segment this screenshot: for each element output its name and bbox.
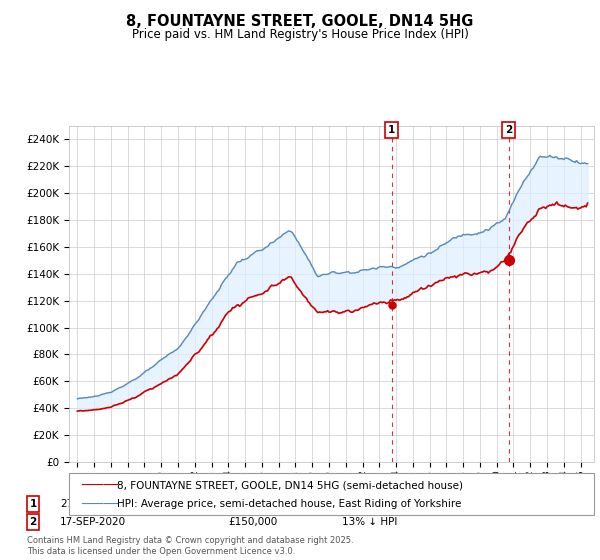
Text: ─────: ─────	[81, 497, 119, 511]
Text: 8, FOUNTAYNE STREET, GOOLE, DN14 5HG (semi-detached house): 8, FOUNTAYNE STREET, GOOLE, DN14 5HG (se…	[117, 480, 463, 491]
Text: ─────: ─────	[81, 479, 119, 492]
Text: 1: 1	[29, 499, 37, 509]
Text: 2: 2	[505, 125, 512, 135]
Text: 27-SEP-2013: 27-SEP-2013	[60, 499, 126, 509]
Text: Contains HM Land Registry data © Crown copyright and database right 2025.
This d: Contains HM Land Registry data © Crown c…	[27, 536, 353, 556]
Text: £117,000: £117,000	[228, 499, 277, 509]
Text: £150,000: £150,000	[228, 517, 277, 527]
Text: 14% ↓ HPI: 14% ↓ HPI	[342, 499, 397, 509]
Text: HPI: Average price, semi-detached house, East Riding of Yorkshire: HPI: Average price, semi-detached house,…	[117, 499, 461, 509]
Text: 8, FOUNTAYNE STREET, GOOLE, DN14 5HG: 8, FOUNTAYNE STREET, GOOLE, DN14 5HG	[127, 14, 473, 29]
Text: 1: 1	[388, 125, 395, 135]
Text: 13% ↓ HPI: 13% ↓ HPI	[342, 517, 397, 527]
Text: 17-SEP-2020: 17-SEP-2020	[60, 517, 126, 527]
Text: 2: 2	[29, 517, 37, 527]
Text: Price paid vs. HM Land Registry's House Price Index (HPI): Price paid vs. HM Land Registry's House …	[131, 28, 469, 41]
